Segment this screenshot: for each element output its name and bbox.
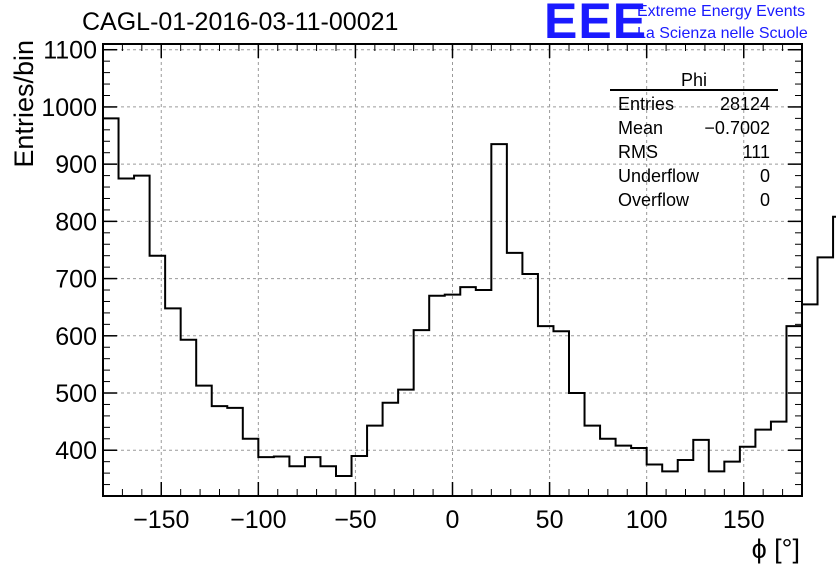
stats-label: Overflow	[618, 190, 690, 210]
x-tick-label: 0	[446, 506, 460, 534]
x-tick-label: 150	[723, 506, 765, 534]
stats-label: RMS	[618, 142, 658, 162]
tick-labels-layer: −150 −100 −50 0 50 100 150 400 500 600 700 800 900 10…	[41, 37, 764, 534]
eee-logo: EEE	[544, 0, 648, 49]
logo-subtitle-line2: La Scienza nelle Scuole	[637, 25, 808, 42]
grid-layer	[103, 44, 802, 496]
x-tick-label: 100	[626, 506, 668, 534]
x-tick-label: −100	[230, 506, 286, 534]
y-tick-label: 700	[55, 266, 97, 294]
stats-value: 0	[760, 166, 770, 186]
y-tick-label: 500	[55, 380, 97, 408]
y-tick-label: 400	[55, 437, 97, 465]
stats-label: Entries	[618, 94, 674, 114]
y-tick-label: 1000	[41, 94, 97, 122]
stats-value: −0.7002	[704, 118, 770, 138]
y-tick-label: 900	[55, 151, 97, 179]
stats-title: Phi	[681, 70, 707, 90]
y-tick-label: 800	[55, 208, 97, 236]
stats-value: 0	[760, 190, 770, 210]
y-tick-label: 600	[55, 323, 97, 351]
stats-box: Phi Entries 28124 Mean −0.7002 RMS 111 Underfl…	[610, 70, 778, 210]
stats-value: 28124	[720, 94, 770, 114]
stats-value: 111	[743, 142, 770, 162]
stats-label: Underflow	[618, 166, 700, 186]
logo-subtitle-line1: Extreme Energy Events	[637, 3, 806, 20]
chart-title: CAGL-01-2016-03-11-00021	[82, 8, 399, 36]
y-axis-title: Entries/bin	[9, 40, 39, 168]
y-tick-label: 1100	[43, 37, 97, 65]
histogram-series	[103, 117, 836, 477]
x-tick-label: 50	[536, 506, 564, 534]
ticks-layer	[102, 44, 803, 496]
stats-label: Mean	[618, 118, 663, 138]
x-tick-label: −50	[334, 506, 376, 534]
x-tick-label: −150	[133, 506, 189, 534]
x-axis-title: ϕ [°]	[752, 534, 800, 564]
